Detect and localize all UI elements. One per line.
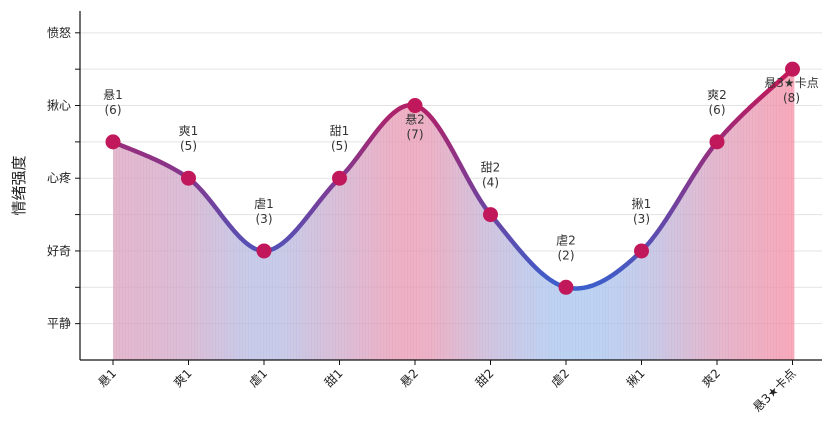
data-point-marker <box>332 170 347 186</box>
data-label: 爽1 (5) <box>179 124 199 153</box>
data-point-marker <box>407 98 423 114</box>
y-tick-label: 心疼 <box>47 170 71 185</box>
data-point-marker <box>105 134 121 150</box>
data-point-marker <box>634 243 649 259</box>
x-tick-label: 甜2 <box>473 366 497 390</box>
data-label: 揪1 (3) <box>632 196 652 226</box>
data-point-marker <box>256 243 272 259</box>
data-label: 甜1 (5) <box>330 124 350 153</box>
emotion-curve-line <box>110 66 795 291</box>
data-label: 悬2 (7) <box>405 113 425 142</box>
y-tick-label: 揪心 <box>47 98 71 113</box>
x-tick-label: 爽2 <box>699 366 723 390</box>
x-tick-label: 虐2 <box>548 366 572 390</box>
data-label: 悬3★卡点(8) <box>764 76 818 105</box>
y-axis-label: 情绪强度 <box>10 155 28 215</box>
data-point-marker <box>558 279 574 295</box>
y-tick-label: 平静 <box>47 317 71 331</box>
x-tick-label: 悬2 <box>397 366 421 390</box>
data-point-marker <box>181 170 196 186</box>
x-tick-label: 爽1 <box>171 366 195 390</box>
x-tick-label: 悬1 <box>95 366 119 390</box>
curve-layer <box>110 66 795 291</box>
data-label: 悬1 (6) <box>103 88 123 117</box>
markers <box>105 61 800 295</box>
data-label: 甜2 (4) <box>481 161 501 190</box>
x-tick-label: 揪1 <box>623 366 647 390</box>
data-label: 虐1 (3) <box>254 197 274 226</box>
y-tick-label: 好奇 <box>47 244 71 258</box>
data-label: 爽2 (6) <box>707 88 727 117</box>
area-fill <box>113 69 795 361</box>
x-tick-label: 悬3★卡点 <box>750 366 798 414</box>
x-tick-label: 虐1 <box>246 366 270 390</box>
data-point-marker <box>785 61 800 77</box>
x-tick-label: 甜1 <box>322 366 346 390</box>
data-point-marker <box>709 134 725 150</box>
data-point-marker <box>483 207 498 223</box>
data-labels: 悬1 (6) 爽1 (5) 虐1 (3) 甜1 (5) 悬2 (7) 甜2 (4) 虐2 (2) 揪1 (3)… <box>103 76 819 262</box>
y-tick-label: 愤怒 <box>47 25 71 40</box>
data-label: 虐2 (2) <box>556 233 576 262</box>
